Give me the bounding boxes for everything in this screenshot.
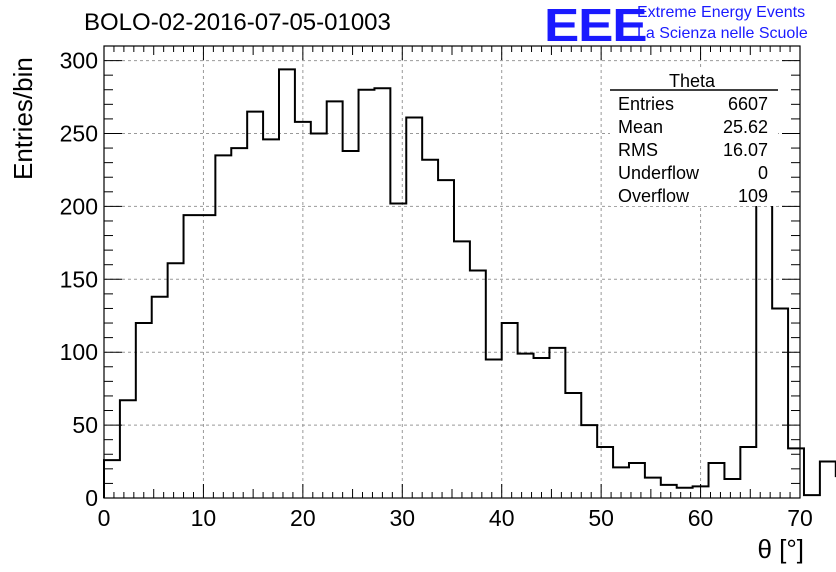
x-tick-label: 10 (191, 505, 217, 531)
axis-ticks (103, 45, 801, 499)
x-tick-label: 60 (688, 505, 714, 531)
logo-subtitle-2: La Scienza nelle Scuole (637, 25, 808, 42)
stats-row-value: 0 (758, 163, 768, 183)
y-tick-label: 150 (60, 266, 98, 292)
stats-row-value: 16.07 (723, 140, 768, 160)
page-title: BOLO-02-2016-07-05-01003 (84, 9, 391, 36)
y-tick-label: 100 (60, 339, 98, 365)
stats-row-value: 6607 (728, 94, 768, 114)
stats-row-label: Entries (618, 94, 674, 114)
x-tick-label: 0 (98, 505, 111, 531)
grid-lines (104, 46, 800, 498)
stats-row-label: RMS (618, 140, 658, 160)
x-tick-label: 70 (787, 505, 813, 531)
y-tick-label: 0 (85, 485, 98, 511)
x-axis-label: θ [°] (757, 534, 804, 564)
y-tick-label: 50 (72, 412, 98, 438)
histogram-series (103, 68, 836, 498)
stats-box-title: Theta (669, 71, 716, 91)
logo-subtitle-1: Extreme Energy Events (637, 4, 806, 21)
x-tick-label: 40 (489, 505, 515, 531)
eee-logo: EEE (544, 0, 648, 51)
stats-row-value: 25.62 (723, 117, 768, 137)
x-tick-label: 20 (290, 505, 316, 531)
y-tick-label: 300 (60, 48, 98, 74)
y-axis-label: Entries/bin (8, 57, 38, 180)
y-tick-label: 250 (60, 120, 98, 146)
stats-row-label: Underflow (618, 163, 700, 183)
stats-row-value: 109 (738, 186, 768, 206)
stats-box: Theta Entries 6607 Mean 25.62 RMS 16.07 Underfl… (610, 68, 778, 206)
y-tick-label: 200 (60, 193, 98, 219)
x-tick-label: 30 (389, 505, 415, 531)
tick-labels: 0 10 20 30 40 50 60 70 0 50 100 150 200 250 300 (60, 48, 813, 531)
x-tick-label: 50 (588, 505, 614, 531)
stats-row-label: Mean (618, 117, 663, 137)
stats-row-label: Overflow (618, 186, 690, 206)
stats-box-bg (610, 68, 778, 206)
